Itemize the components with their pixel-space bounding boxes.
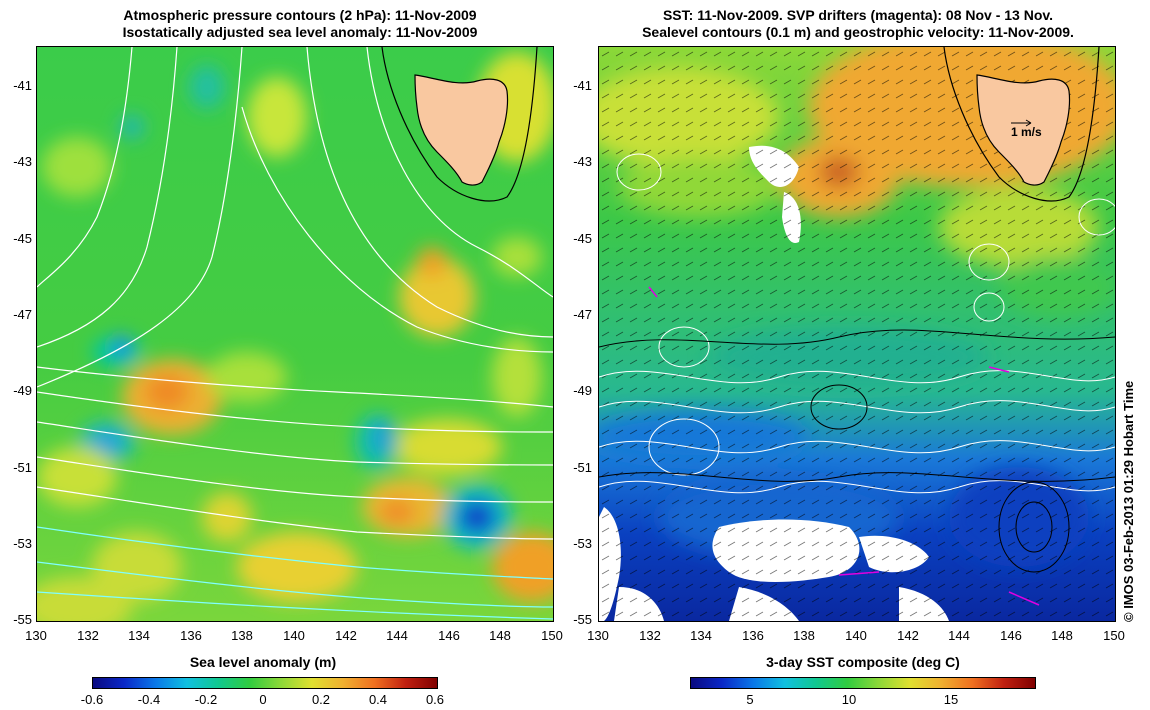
right-ytick-2: -45 [573, 231, 592, 246]
sealevel-contours-black [599, 329, 1115, 573]
left-xtick-4: 138 [231, 628, 253, 643]
right-ytick-5: -51 [573, 460, 592, 475]
low-pressure-contours [37, 526, 553, 620]
sst-cb-tick-2: 15 [943, 692, 959, 707]
right-xtick-5: 140 [845, 628, 867, 643]
right-ytick-3: -47 [573, 307, 592, 322]
left-title-line1: Atmospheric pressure contours (2 hPa): 1… [123, 7, 477, 23]
sla-cb-tick-0: -0.6 [80, 692, 104, 707]
left-xtick-7: 144 [386, 628, 408, 643]
sla-cb-tick-5: 0.4 [368, 692, 388, 707]
right-ytick-7: -55 [573, 612, 592, 627]
sst-map: 1 m/s [598, 46, 1116, 622]
right-xtick-0: 130 [587, 628, 609, 643]
sst-colorbar-label: 3-day SST composite (deg C) [766, 654, 960, 670]
right-ytick-1: -43 [573, 154, 592, 169]
sea-level-anomaly-field [37, 47, 553, 621]
velocity-scale-arrow [1011, 119, 1032, 127]
left-xtick-5: 140 [283, 628, 305, 643]
svp-drifter-tracks [648, 286, 1040, 606]
sst-colorbar [690, 677, 1036, 689]
left-ytick-4: -49 [13, 383, 32, 398]
left-xtick-1: 132 [77, 628, 99, 643]
right-xtick-7: 144 [948, 628, 970, 643]
left-ytick-0: -41 [13, 78, 32, 93]
shelf-contour [381, 47, 538, 202]
sla-cb-tick-3: 0 [259, 692, 267, 707]
left-xtick-2: 134 [128, 628, 150, 643]
pressure-contours [37, 47, 553, 540]
left-xtick-9: 148 [489, 628, 511, 643]
left-xtick-10: 150 [541, 628, 563, 643]
tasmania-landmass [414, 74, 509, 186]
imos-credit: © IMOS 03-Feb-2013 01:29 Hobart Time [1121, 380, 1136, 622]
sla-cb-tick-1: -0.4 [137, 692, 161, 707]
sst-cb-tick-1: 10 [841, 692, 857, 707]
right-xtick-8: 146 [1000, 628, 1022, 643]
right-xtick-2: 134 [690, 628, 712, 643]
right-xtick-6: 142 [897, 628, 919, 643]
left-xtick-0: 130 [25, 628, 47, 643]
left-title-line2: Isostatically adjusted sea level anomaly… [122, 24, 478, 40]
sst-field [599, 47, 1115, 621]
left-ytick-3: -47 [13, 307, 32, 322]
sst-cb-tick-0: 5 [746, 692, 754, 707]
sea-level-colorbar-label: Sea level anomaly (m) [189, 654, 337, 670]
right-ytick-6: -53 [573, 536, 592, 551]
right-title-line1: SST: 11-Nov-2009. SVP drifters (magenta)… [662, 7, 1054, 23]
right-xtick-1: 132 [639, 628, 661, 643]
left-title: Atmospheric pressure contours (2 hPa): 1… [40, 7, 560, 41]
right-xtick-10: 150 [1103, 628, 1125, 643]
sea-level-anomaly-map [36, 46, 554, 622]
right-xtick-3: 136 [742, 628, 764, 643]
right-title: SST: 11-Nov-2009. SVP drifters (magenta)… [598, 7, 1118, 41]
sealevel-contours-white [599, 153, 1115, 494]
left-xtick-8: 146 [438, 628, 460, 643]
right-title-line2: Sealevel contours (0.1 m) and geostrophi… [642, 24, 1074, 40]
left-xtick-3: 136 [180, 628, 202, 643]
left-ytick-1: -43 [13, 154, 32, 169]
left-ytick-5: -51 [13, 460, 32, 475]
left-ytick-7: -55 [13, 612, 32, 627]
sla-cb-tick-2: -0.2 [194, 692, 218, 707]
tasmania-landmass [976, 74, 1071, 186]
left-ytick-6: -53 [13, 536, 32, 551]
right-xtick-9: 148 [1051, 628, 1073, 643]
sla-cb-tick-4: 0.2 [311, 692, 331, 707]
sea-level-colorbar [92, 677, 438, 689]
left-ytick-2: -45 [13, 231, 32, 246]
left-xtick-6: 142 [335, 628, 357, 643]
right-xtick-4: 138 [793, 628, 815, 643]
right-ytick-0: -41 [573, 78, 592, 93]
right-ytick-4: -49 [573, 383, 592, 398]
velocity-scale-label: 1 m/s [1011, 125, 1042, 139]
shelf-contour [943, 47, 1100, 202]
sla-cb-tick-6: 0.6 [425, 692, 445, 707]
